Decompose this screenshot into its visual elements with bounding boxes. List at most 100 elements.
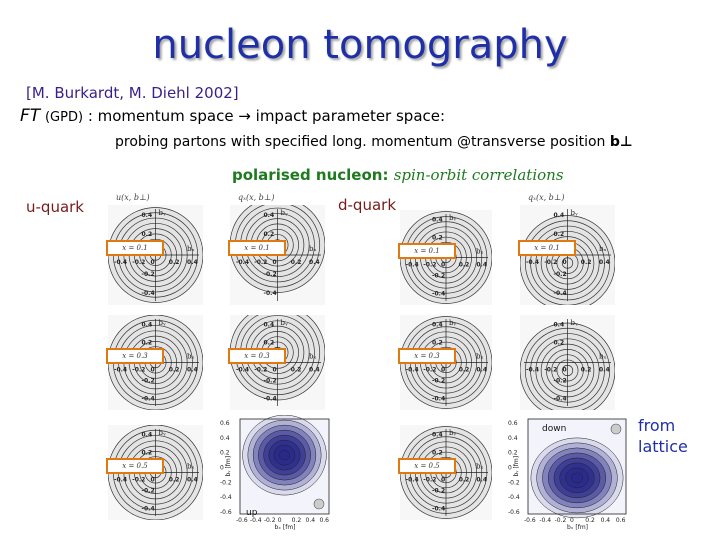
axis-by-label: bᵧ <box>571 209 578 217</box>
lattice-x-axis-label: bₓ [fm] <box>567 524 588 530</box>
x-tick-label: -0.2 <box>132 259 145 266</box>
x-tick-label: 0.2 <box>169 259 180 266</box>
lattice-quark-label: up <box>246 508 258 518</box>
x-value-box: x = 0.5 <box>398 458 456 475</box>
lattice-x-tick: -0.6 <box>236 517 248 524</box>
y-tick-label: -0.4 <box>142 396 155 403</box>
x-tick-label: 0 <box>441 477 445 484</box>
axis-by-label: bᵧ <box>281 319 288 327</box>
x-value-box: x = 0.5 <box>106 458 164 475</box>
probing-line: probing partons with specified long. mom… <box>115 134 633 150</box>
lattice-x-tick: 0.4 <box>306 517 316 524</box>
x-value-box: x = 0.3 <box>106 348 164 365</box>
from-lattice-line2: lattice <box>638 437 688 456</box>
axis-bx-label: bₓ <box>187 245 194 253</box>
y-tick-label: -0.4 <box>432 396 445 403</box>
x-tick-label: 0.4 <box>187 259 198 266</box>
slide-title: nucleon tomography <box>152 22 568 68</box>
x-tick-label: 0.4 <box>309 367 320 374</box>
spin-indicator <box>313 498 325 510</box>
x-tick-label: 0.2 <box>459 477 470 484</box>
lattice-up-quark-panel: 0.6 0.4 0.2 0 -0.2 -0.4 -0.6 -0.6 -0.4 -0.2 0 0.2 0.… <box>218 415 333 530</box>
panel-function-label: qₓ(x, b⊥) <box>528 193 565 202</box>
axis-by-label: bᵧ <box>449 319 456 327</box>
y-tick-label: 0.4 <box>432 321 443 328</box>
y-tick-label: 0.4 <box>554 321 565 328</box>
x-tick-label: 0 <box>273 367 277 374</box>
y-tick-label: 0.2 <box>264 339 275 346</box>
lattice-x-tick: -0.2 <box>264 517 276 524</box>
lattice-y-tick: 0.6 <box>220 420 230 427</box>
lattice-y-tick: -0.6 <box>508 509 520 516</box>
axis-by-label: bᵧ <box>449 214 456 222</box>
lattice-x-axis-label: bₓ [fm] <box>275 524 296 530</box>
y-tick-label: -0.2 <box>554 377 567 384</box>
axis-bx-label: bₓ <box>309 353 316 361</box>
lattice-x-tick: 0.2 <box>292 517 302 524</box>
y-tick-label: -0.2 <box>432 487 445 494</box>
axis-by-label: bᵧ <box>571 319 578 327</box>
x-tick-label: 0 <box>563 259 567 266</box>
y-tick-label: -0.2 <box>432 272 445 279</box>
x-tick-label: 0.2 <box>291 367 302 374</box>
x-tick-label: 0.4 <box>187 367 198 374</box>
lattice-x-tick: -0.4 <box>539 517 551 524</box>
axis-bx-label: bₓ <box>187 353 194 361</box>
x-tick-label: 0.2 <box>291 259 302 266</box>
x-tick-label: 0.2 <box>581 259 592 266</box>
x-tick-label: 0.4 <box>187 477 198 484</box>
x-tick-label: -0.4 <box>114 367 127 374</box>
y-tick-label: -0.4 <box>142 290 155 297</box>
y-tick-label: 0.2 <box>142 449 153 456</box>
x-tick-label: 0.4 <box>599 367 610 374</box>
x-tick-label: 0.2 <box>581 367 592 374</box>
d-quark-polarised-x03-svg: -0.4 -0.2 0 0.2 0.4 0.4 0.2 -0.2 -0.4 bₓ bᵧ <box>520 319 615 410</box>
x-tick-label: -0.2 <box>254 259 267 266</box>
x-tick-label: 0 <box>273 259 277 266</box>
y-tick-label: -0.4 <box>264 290 277 297</box>
axis-bx-label: bₓ <box>599 245 606 253</box>
axis-bx-label: bₓ <box>187 463 194 471</box>
x-tick-label: 0.2 <box>459 262 470 269</box>
lattice-y-tick: 0 <box>508 465 512 472</box>
axis-by-label: bᵧ <box>159 319 166 327</box>
y-tick-label: -0.4 <box>264 396 277 403</box>
lattice-down-quark-panel-svg: 0.60.40.20-0.2-0.4-0.6-0.6 -0.4 -0.2 0 0.2 0.… <box>508 418 627 530</box>
axis-by-label: bᵧ <box>281 209 288 217</box>
x-tick-label: 0.2 <box>169 477 180 484</box>
from-lattice-line1: from <box>638 416 676 435</box>
x-tick-label: 0.2 <box>169 367 180 374</box>
ft-gpd: (GPD) <box>44 110 84 125</box>
x-tick-label: -0.2 <box>423 477 436 484</box>
lattice-y-tick: 0.4 <box>508 435 518 442</box>
y-tick-label: 0.2 <box>142 231 153 238</box>
lattice-x-tick: -0.4 <box>250 517 262 524</box>
from-lattice-label: from lattice <box>638 415 688 457</box>
x-tick-label: 0.4 <box>476 262 487 269</box>
y-tick-label: 0.4 <box>432 216 443 223</box>
axis-bx-label: bₓ <box>476 248 483 256</box>
x-tick-label: 0.4 <box>476 367 487 374</box>
x-tick-label: 0 <box>151 367 155 374</box>
y-tick-label: -0.2 <box>264 377 277 384</box>
lattice-y-tick: -0.4 <box>220 494 232 501</box>
lattice-density-contour <box>570 472 584 484</box>
lattice-up-quark-panel-svg: 0.60.40.20-0.2-0.4-0.6-0.6 -0.4 -0.2 0 0.2 0.… <box>220 415 330 530</box>
lattice-y-tick: -0.6 <box>220 509 232 516</box>
x-tick-label: -0.4 <box>114 477 127 484</box>
axis-by-label: bᵧ <box>159 429 166 437</box>
x-tick-label: 0 <box>151 259 155 266</box>
axis-bx-label: bₓ <box>309 245 316 253</box>
lattice-y-axis-label: bᵧ [fm] <box>513 456 520 477</box>
y-tick-label: -0.2 <box>142 377 155 384</box>
x-tick-label: -0.4 <box>406 477 419 484</box>
lattice-y-tick: -0.2 <box>220 479 232 486</box>
axis-bx-label: bₓ <box>476 353 483 361</box>
y-tick-label: 0.2 <box>432 339 443 346</box>
panel-function-label: u(x, b⊥) <box>116 193 150 202</box>
reference-citation: [M. Burkardt, M. Diehl 2002] <box>26 84 239 102</box>
x-tick-label: -0.2 <box>132 477 145 484</box>
x-value-box: x = 0.1 <box>398 243 456 260</box>
u-quark-label: u-quark <box>26 198 84 216</box>
x-tick-label: 0.4 <box>599 259 610 266</box>
